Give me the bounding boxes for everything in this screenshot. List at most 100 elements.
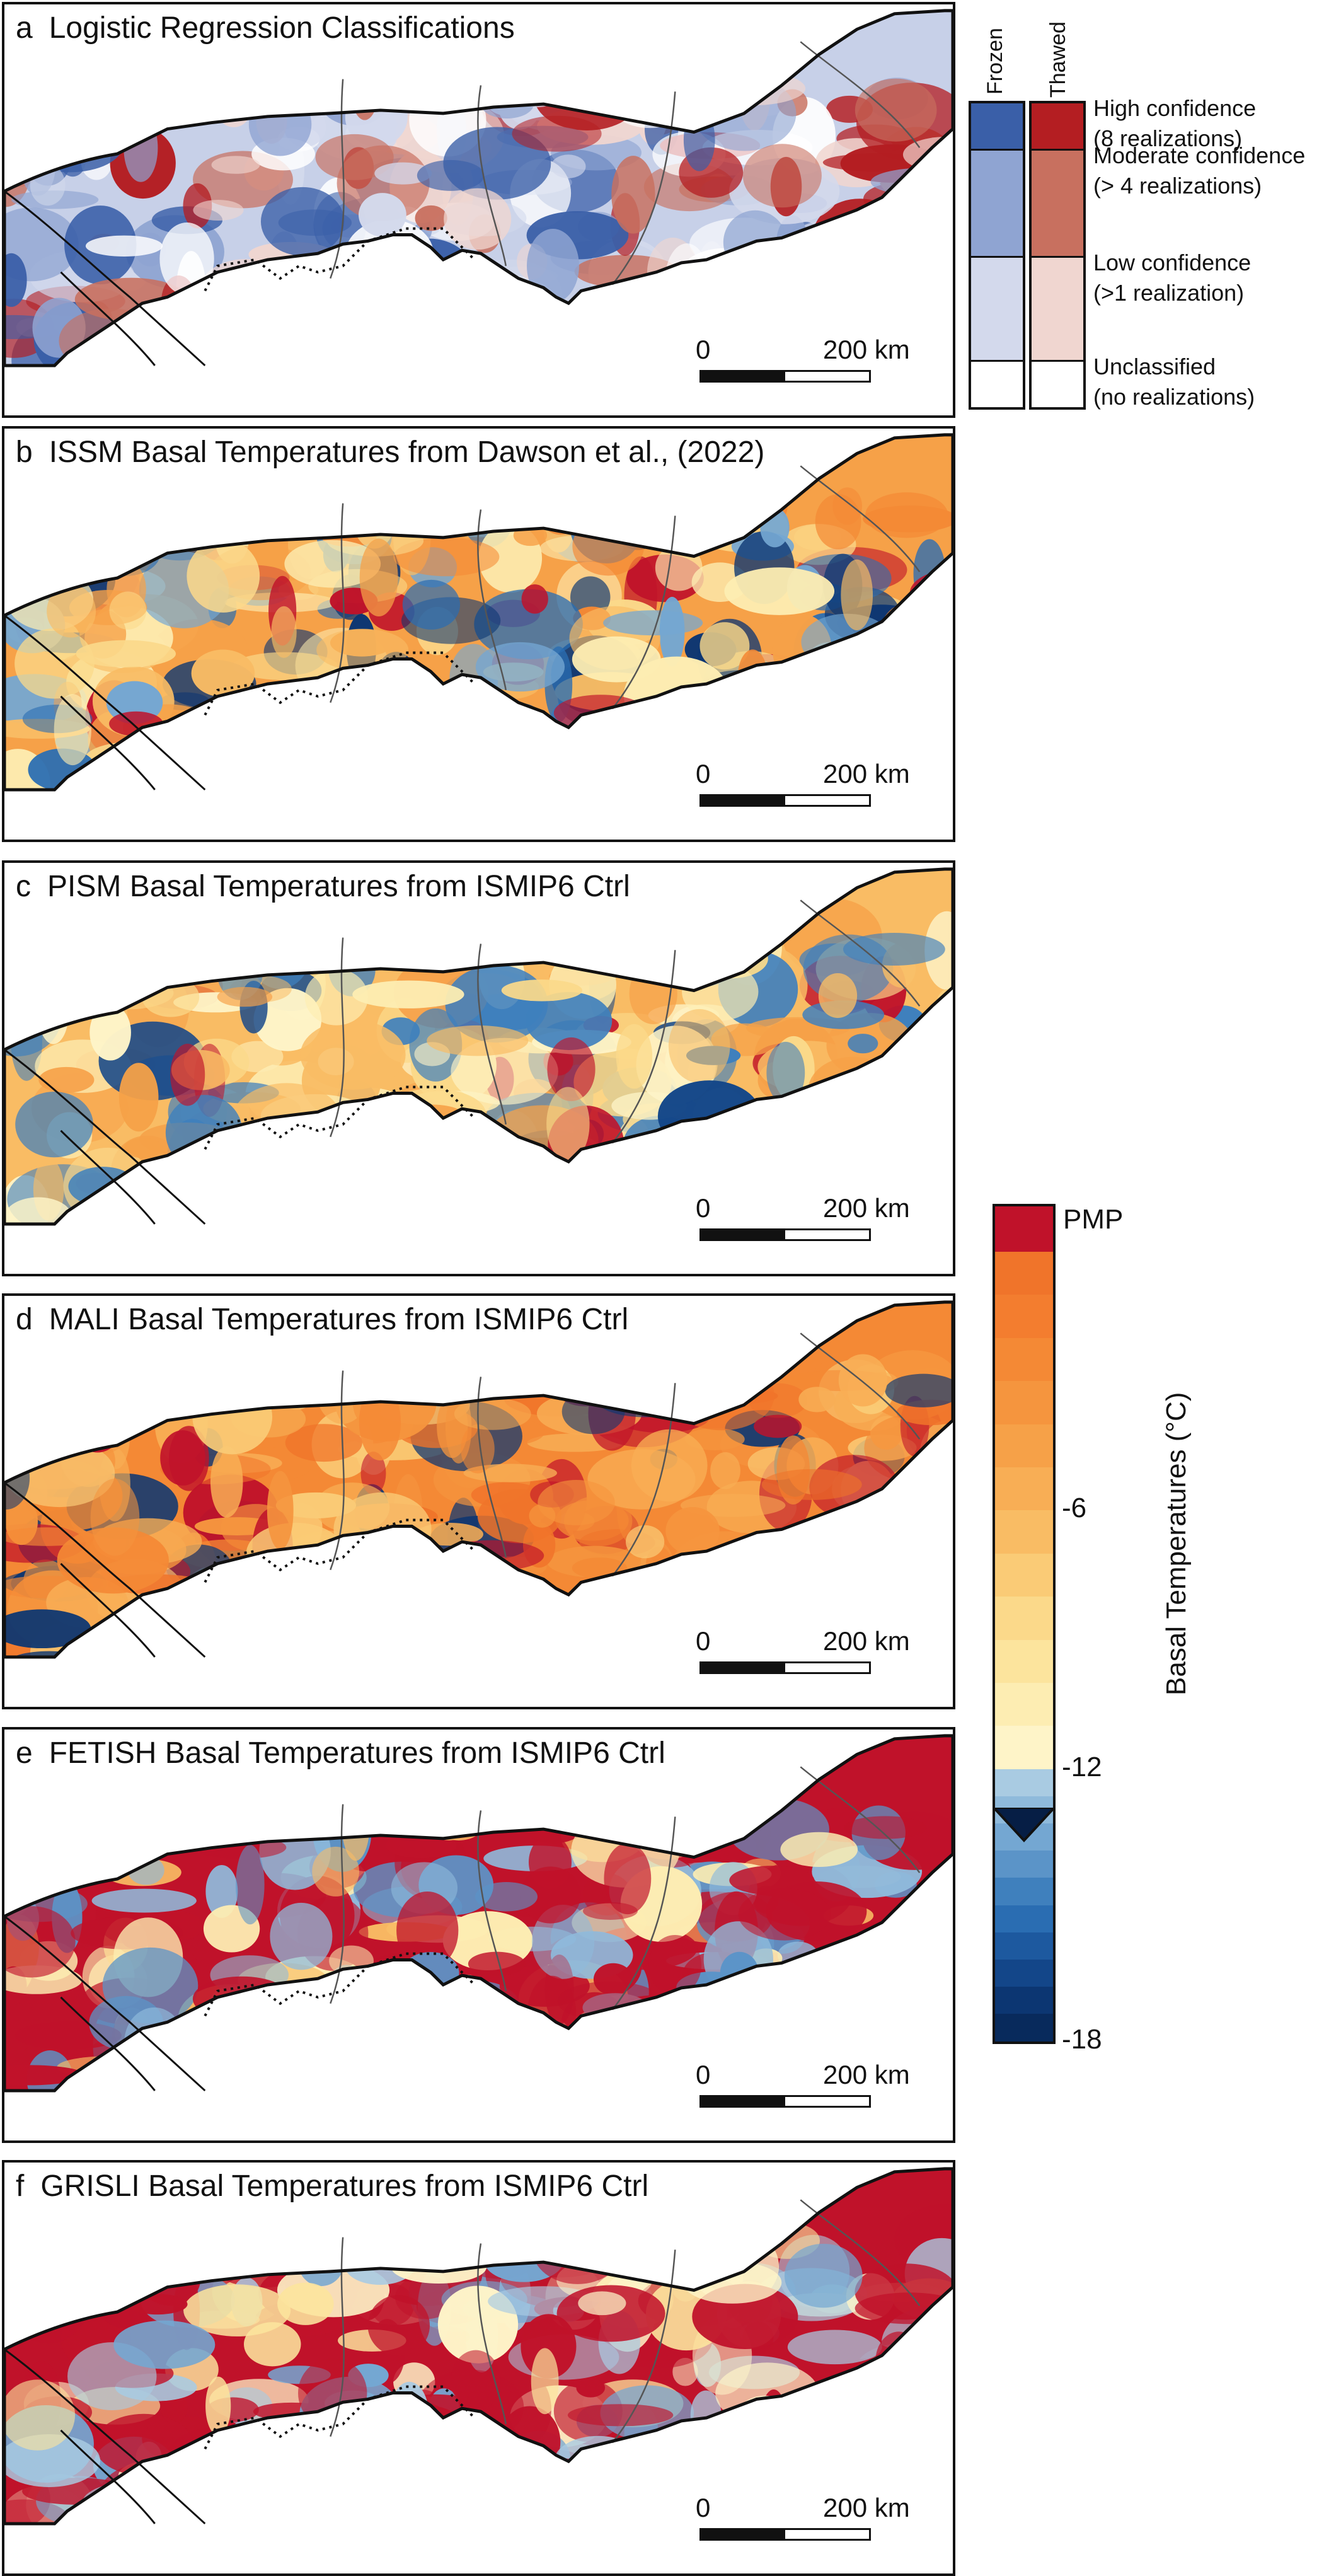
map-patch [40,102,96,134]
basin-boundary-line [611,516,676,710]
map-patch [551,725,608,770]
map-patch [93,768,151,790]
map-patch [504,340,597,366]
panel-title: a Logistic Regression Classifications [16,13,515,43]
map-patch [76,1647,122,1657]
map-patch [740,1175,811,1194]
map-patch [269,329,378,366]
map-patch [500,2488,549,2515]
dotted-outline [204,1518,476,1583]
map-patch [916,1995,953,2065]
scale-bar-graphic [699,1228,871,1241]
basin-boundary-line [800,2199,921,2306]
map-patch [526,991,613,1050]
ice-sheet-margin [4,9,953,367]
map-patch [682,2261,782,2304]
map-patch [4,944,43,1000]
map-patch [141,1208,171,1224]
map-patch [762,1151,856,1177]
map-patch [439,744,536,787]
map-patch [752,681,797,752]
map-patch [712,681,791,712]
map-patch [210,2214,239,2261]
map-patch [246,756,343,790]
map-patch [748,1095,851,1147]
basin-boundary-line [477,944,507,1125]
map-patch [778,1539,870,1576]
scale-bar-end-label: 200 km [823,759,910,788]
map-patch [109,591,147,630]
map-patch [200,929,274,969]
colorbar-cold-segment [995,1987,1053,2014]
legend-thawed-header: Thawed [1046,21,1070,98]
colorbar-cold-segment [995,1932,1053,1960]
map-patch [839,2024,876,2062]
map-patch [209,1583,301,1639]
map-patch [374,162,432,185]
map-patch [584,2024,693,2082]
map-patch [381,1089,486,1140]
map-patch [808,1056,898,1125]
map-patch [94,1348,192,1398]
map-patch [13,2277,84,2344]
map-patch [827,1964,924,2034]
basal-map-f [4,2167,953,2526]
map-patch [802,274,836,304]
map-patch [516,942,583,965]
map-patch [507,2468,555,2510]
map-patch [818,973,858,1019]
map-patch [862,1542,953,1607]
map-patch [125,1798,151,1833]
map-patch [773,1562,811,1622]
ice-sheet-margin [4,2167,953,2526]
frozen-swatches [969,101,1025,410]
map-patch [866,209,953,264]
basal-map-e [4,1734,953,2093]
map-patch [593,2083,650,2091]
map-patch [4,253,27,307]
map-patch [292,1626,362,1656]
dotted-outline [204,1952,476,2017]
map-patch [278,1640,380,1657]
map-patch [502,64,579,102]
map-patch [725,1981,760,2051]
map-patch [221,737,289,773]
coastline [4,1915,206,2092]
map-patch [802,1109,846,1175]
map-patch [348,1189,413,1224]
scale-bar-black-segment [701,796,785,805]
map-patch [87,1191,183,1224]
map-patch [710,1452,740,1489]
map-patch [13,2250,72,2304]
scale-bar-graphic [699,2528,871,2541]
map-patch [253,2250,360,2268]
basin-boundary-line [800,41,921,148]
thawed-swatches [1029,101,1086,410]
thawed-swatch [1032,151,1083,258]
map-patch [570,2481,674,2524]
map-patch [474,589,583,660]
map-patch [440,1204,497,1224]
map-patch [709,1982,774,2022]
map-patch [788,1532,837,1569]
map-patch [862,1100,899,1157]
legend-label: Unclassified (no realizations) [1093,352,1255,412]
map-patch [529,2458,603,2495]
map-patch [780,1832,858,1868]
map-patch [692,280,755,328]
basin-boundary-line [330,937,345,1138]
map-patch [352,980,464,1008]
map-patch [510,480,544,532]
basin-boundary-line [611,1383,676,1577]
scale-bar-graphic [699,794,871,807]
colorbar-cold-segment [995,1878,1053,1905]
map-patch [178,354,267,366]
map-patch [255,1622,319,1648]
map-patch [329,1551,404,1601]
ice-sheet-margin [4,1734,953,2093]
map-patch [570,576,611,618]
coastline [4,1049,206,1225]
map-patch [364,1199,455,1221]
map-patch [603,746,677,790]
map-patch [83,100,149,140]
